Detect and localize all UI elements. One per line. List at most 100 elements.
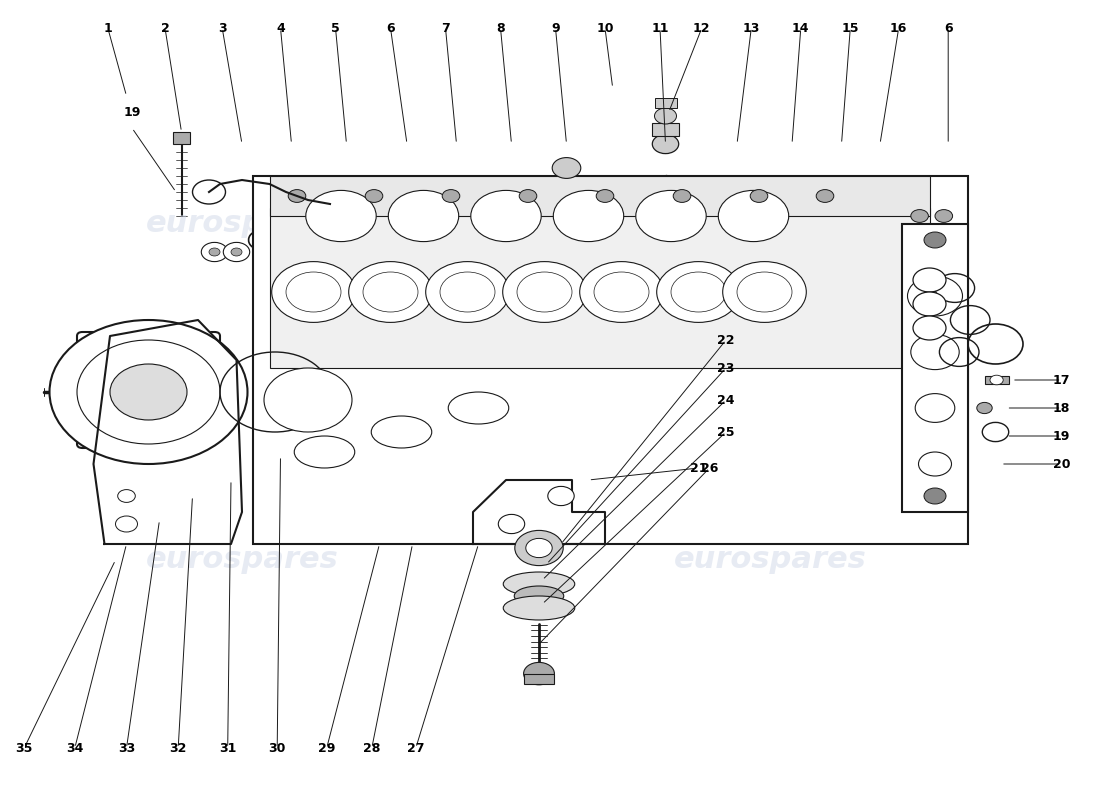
Text: 34: 34 — [66, 742, 84, 754]
Text: 11: 11 — [651, 22, 669, 34]
Text: 30: 30 — [268, 742, 286, 754]
Circle shape — [915, 394, 955, 422]
Text: 1: 1 — [103, 22, 112, 34]
Text: 12: 12 — [693, 22, 711, 34]
Circle shape — [918, 452, 952, 476]
Bar — [902, 224, 968, 512]
Circle shape — [110, 364, 187, 420]
Circle shape — [911, 334, 959, 370]
Circle shape — [652, 134, 679, 154]
Text: 19: 19 — [1053, 430, 1070, 442]
Circle shape — [673, 190, 691, 202]
Polygon shape — [473, 480, 605, 544]
Text: 6: 6 — [386, 22, 395, 34]
Text: 28: 28 — [363, 742, 381, 754]
Circle shape — [990, 375, 1003, 385]
Text: eurospares: eurospares — [673, 546, 867, 574]
Circle shape — [223, 242, 250, 262]
Text: 6: 6 — [944, 22, 953, 34]
Text: 24: 24 — [717, 394, 735, 406]
Text: 2: 2 — [161, 22, 169, 34]
Circle shape — [552, 158, 581, 178]
Bar — [173, 132, 190, 144]
Text: 5: 5 — [331, 22, 340, 34]
Text: 25: 25 — [717, 426, 735, 438]
Text: 15: 15 — [842, 22, 859, 34]
Circle shape — [580, 262, 663, 322]
Circle shape — [718, 190, 789, 242]
Bar — [253, 176, 968, 544]
Text: 32: 32 — [169, 742, 187, 754]
Ellipse shape — [372, 416, 431, 448]
Circle shape — [349, 262, 432, 322]
Circle shape — [657, 262, 740, 322]
Circle shape — [596, 190, 614, 202]
Bar — [270, 208, 930, 368]
Text: 31: 31 — [219, 742, 236, 754]
Circle shape — [636, 190, 706, 242]
Text: 4: 4 — [276, 22, 285, 34]
Circle shape — [306, 190, 376, 242]
Text: 35: 35 — [15, 742, 33, 754]
Text: 3: 3 — [218, 22, 227, 34]
Text: 33: 33 — [118, 742, 135, 754]
Circle shape — [911, 210, 928, 222]
Circle shape — [553, 190, 624, 242]
Text: 19: 19 — [123, 106, 141, 119]
Text: 17: 17 — [1053, 374, 1070, 386]
Text: 21: 21 — [690, 462, 707, 474]
Text: 27: 27 — [407, 742, 425, 754]
Circle shape — [977, 402, 992, 414]
Bar — [270, 176, 930, 216]
Circle shape — [264, 368, 352, 432]
Circle shape — [723, 262, 806, 322]
Bar — [654, 98, 676, 108]
Circle shape — [908, 276, 962, 316]
Circle shape — [503, 262, 586, 322]
Circle shape — [924, 232, 946, 248]
Circle shape — [192, 180, 226, 204]
Circle shape — [388, 190, 459, 242]
Circle shape — [272, 262, 355, 322]
Text: 13: 13 — [742, 22, 760, 34]
Circle shape — [209, 248, 220, 256]
Circle shape — [524, 662, 554, 685]
Circle shape — [515, 530, 563, 566]
Circle shape — [365, 190, 383, 202]
Text: 26: 26 — [701, 462, 718, 474]
Bar — [524, 674, 554, 684]
Ellipse shape — [449, 392, 508, 424]
Ellipse shape — [504, 596, 574, 620]
Text: eurospares: eurospares — [673, 210, 867, 238]
Circle shape — [50, 320, 248, 464]
Text: 14: 14 — [792, 22, 810, 34]
Text: eurospares: eurospares — [145, 210, 339, 238]
Text: 18: 18 — [1053, 402, 1070, 414]
Polygon shape — [94, 320, 242, 544]
Text: 16: 16 — [890, 22, 908, 34]
Circle shape — [118, 490, 135, 502]
Text: 8: 8 — [496, 22, 505, 34]
Circle shape — [231, 248, 242, 256]
Text: 10: 10 — [596, 22, 614, 34]
Circle shape — [519, 190, 537, 202]
Bar — [652, 123, 679, 136]
Circle shape — [498, 514, 525, 534]
Circle shape — [201, 242, 228, 262]
Circle shape — [816, 190, 834, 202]
Text: 9: 9 — [551, 22, 560, 34]
Text: 7: 7 — [441, 22, 450, 34]
Circle shape — [471, 190, 541, 242]
Text: 20: 20 — [1053, 458, 1070, 470]
Circle shape — [913, 268, 946, 292]
Circle shape — [935, 210, 953, 222]
Circle shape — [750, 190, 768, 202]
Circle shape — [924, 488, 946, 504]
Circle shape — [548, 486, 574, 506]
Circle shape — [442, 190, 460, 202]
Ellipse shape — [504, 572, 574, 596]
Text: 23: 23 — [717, 362, 735, 374]
Circle shape — [654, 108, 676, 124]
Circle shape — [526, 538, 552, 558]
Circle shape — [288, 190, 306, 202]
